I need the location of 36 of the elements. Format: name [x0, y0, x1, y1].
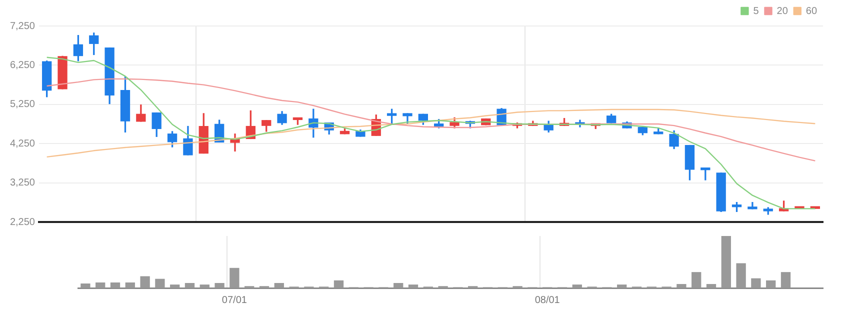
- bar: [676, 284, 686, 288]
- bar: [125, 282, 135, 288]
- y-tick-label: 7,250: [10, 20, 36, 32]
- bar: [617, 284, 627, 288]
- bar: [394, 282, 404, 288]
- bar: [572, 284, 582, 288]
- y-tick-label: 4,250: [10, 138, 36, 150]
- bar: [110, 282, 120, 288]
- y-tick-label: 2,250: [10, 216, 36, 228]
- bar: [692, 272, 702, 288]
- y-tick-label: 6,250: [10, 60, 36, 71]
- legend-label: 20: [776, 6, 788, 17]
- bar: [184, 282, 195, 288]
- bar: [170, 284, 180, 288]
- bar: [706, 284, 716, 288]
- bar: [155, 278, 165, 288]
- x-tick-label: 08/01: [534, 294, 560, 306]
- bar: [96, 282, 106, 288]
- bar: [751, 278, 761, 288]
- bar: [334, 280, 344, 288]
- bar: [766, 280, 776, 288]
- bar: [230, 268, 240, 288]
- legend-label: 60: [806, 6, 818, 17]
- x-tick-label: 07/01: [222, 294, 248, 306]
- bar: [214, 282, 224, 288]
- bar: [140, 276, 150, 288]
- bar: [408, 284, 418, 288]
- bar: [721, 236, 731, 288]
- bar: [80, 284, 90, 288]
- legend-label: 5: [753, 6, 760, 17]
- y-tick-label: 5,250: [10, 99, 36, 110]
- bar: [736, 263, 746, 288]
- bar: [780, 272, 791, 288]
- bar: [200, 284, 210, 288]
- y-tick-label: 3,250: [10, 178, 36, 189]
- bar: [274, 282, 284, 288]
